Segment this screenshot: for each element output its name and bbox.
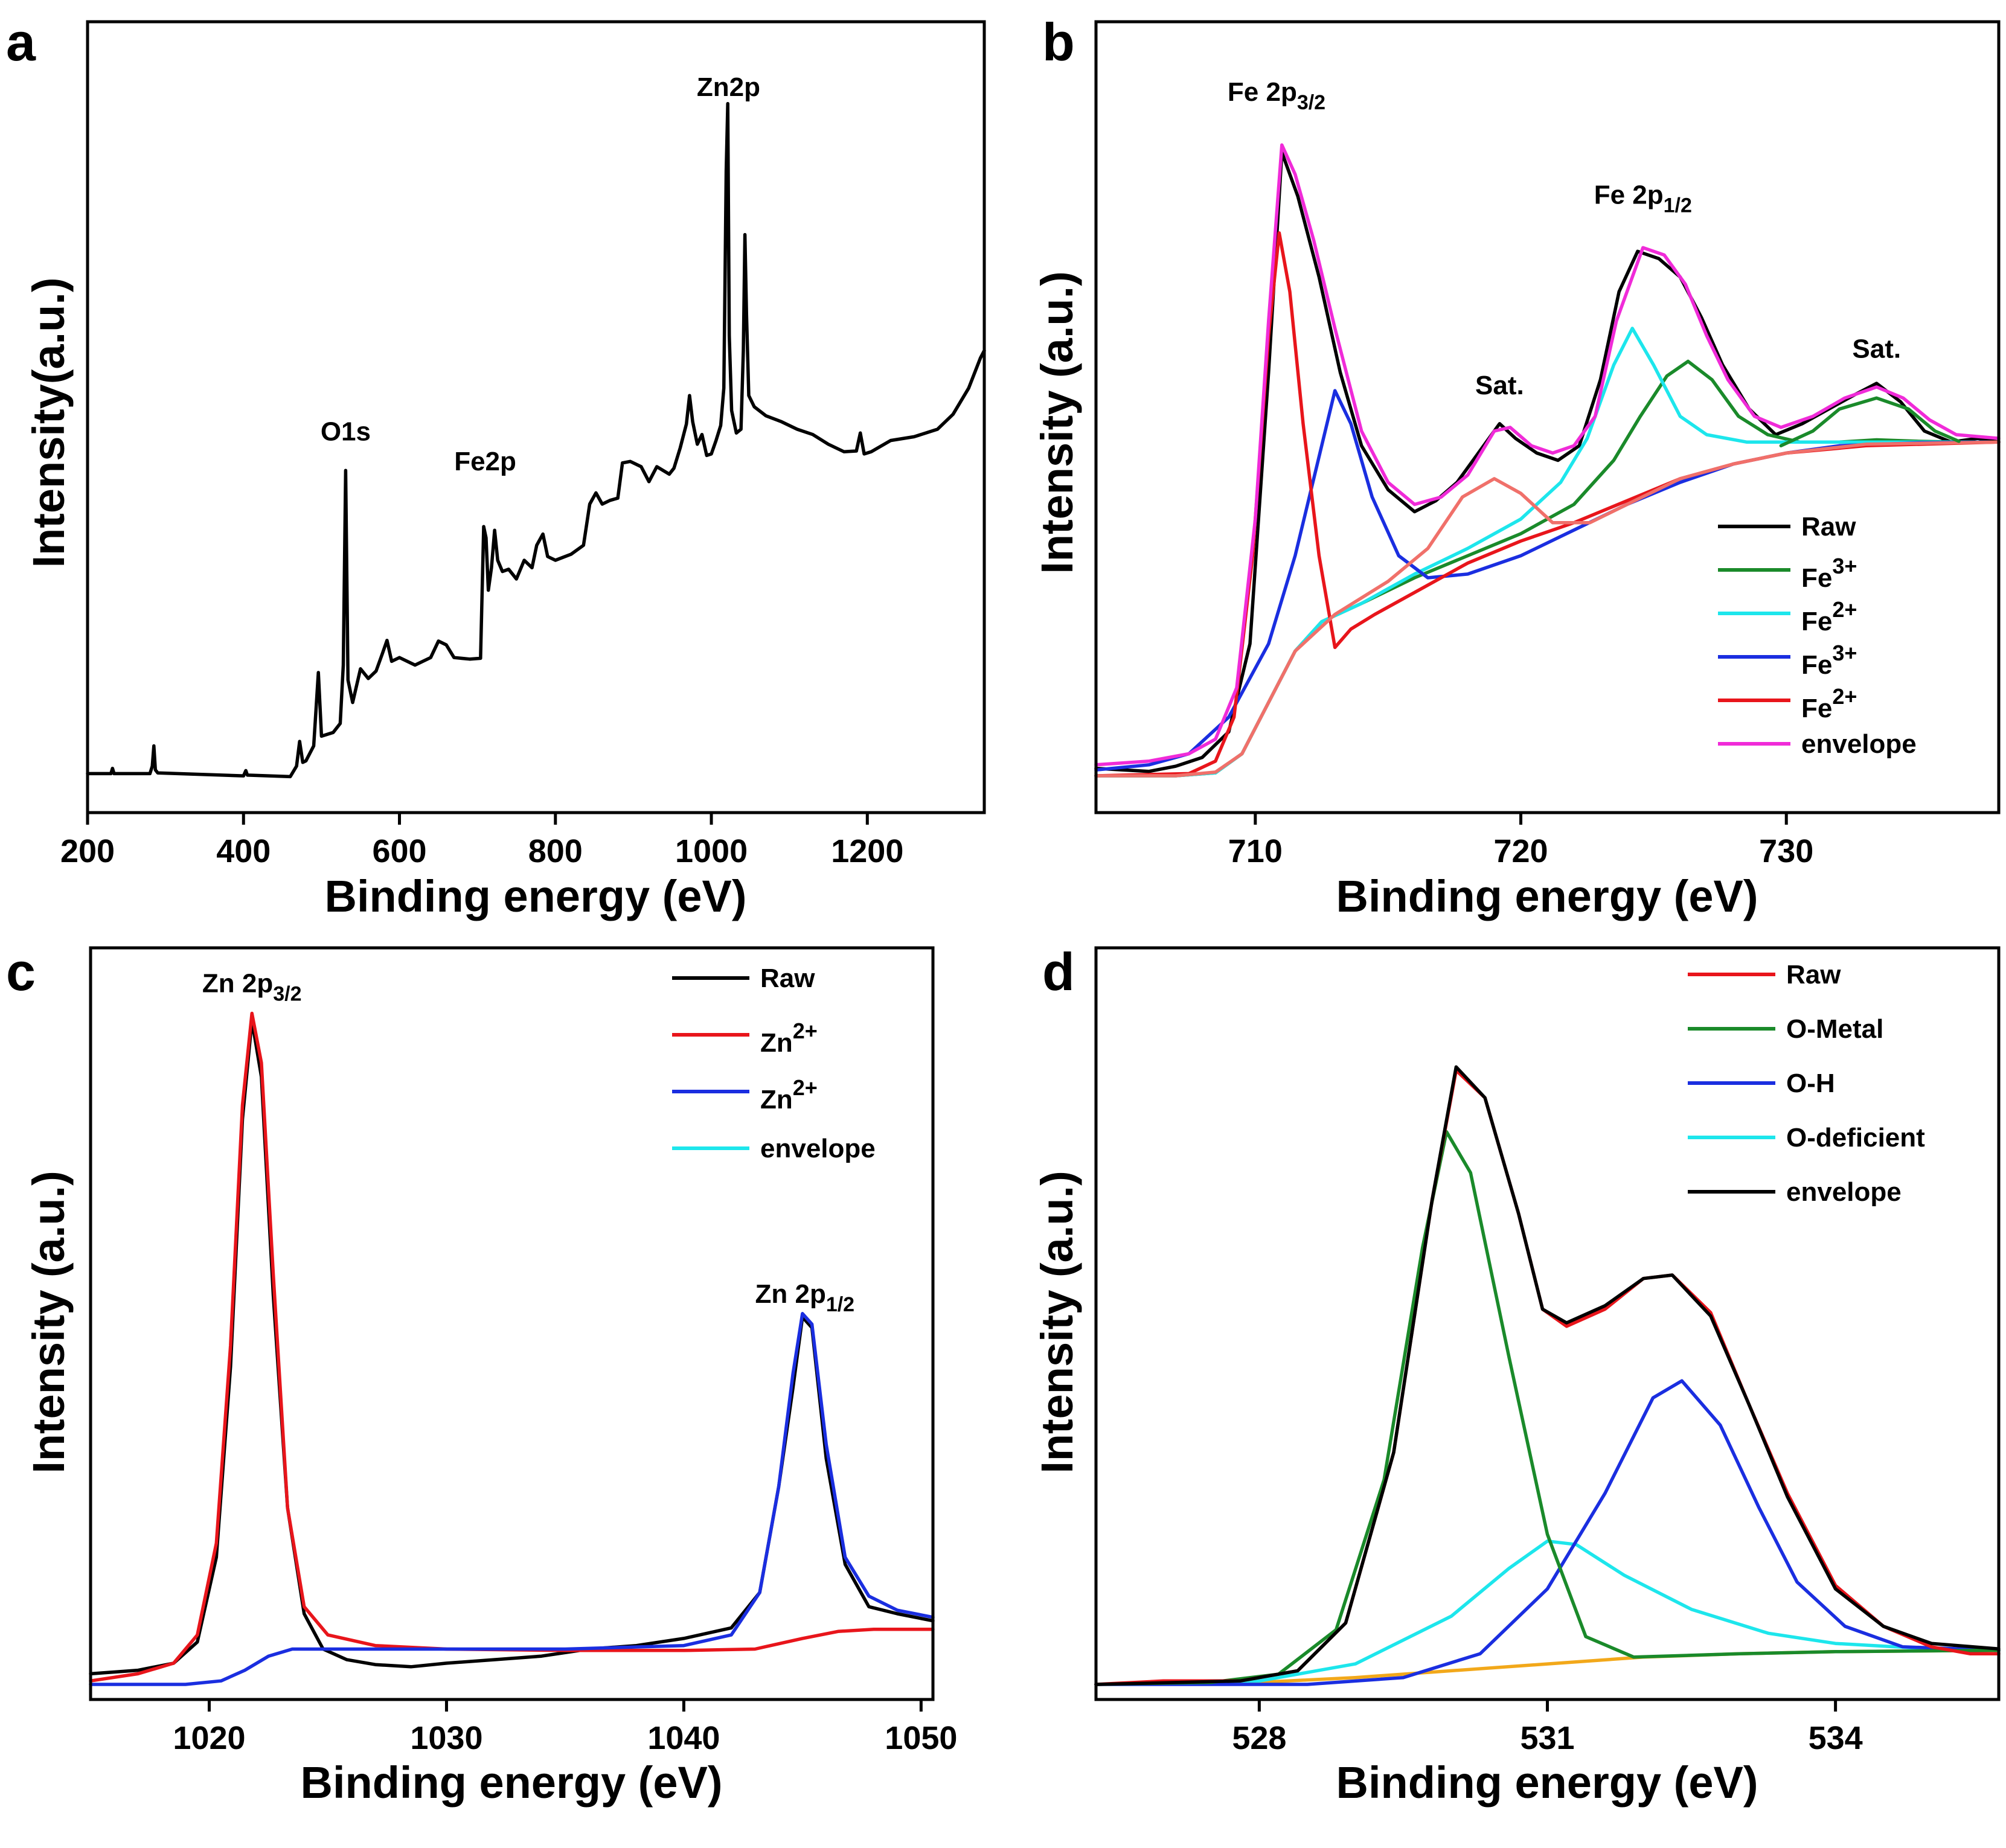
panel-c-xlabel: Binding energy (eV) <box>301 1757 723 1808</box>
panel-c-legend-label: Zn2+ <box>760 1018 818 1058</box>
panel-b: b 710 720 730 Fe 2p3/2 Sat. Fe 2p1/2 Sat. Raw Fe… <box>1032 12 2001 921</box>
panel-b-legend-label: Fe2+ <box>1801 684 1857 723</box>
panel-d-letter: d <box>1042 942 1075 1002</box>
panel-b-legend-label: envelope <box>1801 729 1917 759</box>
panel-a-ylabel: Intensity(a.u.) <box>24 277 74 568</box>
panel-a-xtick-label: 200 <box>60 833 115 869</box>
panel-b-legend-label: Fe3+ <box>1801 554 1857 593</box>
panel-b-peak-label: Sat. <box>1475 371 1524 400</box>
panel-a-xtick-label: 1200 <box>831 833 903 869</box>
panel-d-legend-label: Raw <box>1786 960 1841 990</box>
panel-a: a 200 400 600 800 1000 1200 O1s Fe2p Zn2p Bindin… <box>6 12 986 921</box>
panel-a-xtick-label: 600 <box>372 833 426 869</box>
panel-d-legend-label: envelope <box>1786 1177 1902 1207</box>
panel-a-series-survey <box>86 101 986 779</box>
panel-a-letter: a <box>6 12 36 72</box>
panel-d-legend-label: O-deficient <box>1786 1123 1925 1153</box>
panel-c-peak-label: Zn 2p1/2 <box>755 1279 855 1316</box>
panel-b-series-fe2-fe-2p3-2 <box>1094 231 2001 778</box>
panel-c-peak-label: Zn 2p3/2 <box>202 968 302 1005</box>
panel-c-series-zn2-2p1-2 <box>89 1312 935 1686</box>
panel-c-ylabel: Intensity (a.u.) <box>24 1171 74 1474</box>
panel-c-xtick-label: 1030 <box>410 1720 482 1756</box>
panel-d-legend-label: O-H <box>1786 1069 1835 1098</box>
panel-c-series-zn2-2p3-2 <box>89 1011 935 1683</box>
panel-c-xtick-label: 1020 <box>173 1720 245 1756</box>
panel-d-legend-label: O-Metal <box>1786 1014 1883 1044</box>
panel-b-series-sat <box>1094 440 2001 778</box>
panel-b-xtick-label: 720 <box>1493 833 1548 869</box>
panel-b-frame <box>1094 20 2001 814</box>
panel-b-legend-label: Fe2+ <box>1801 597 1857 636</box>
panel-d-series-envelope <box>1094 1065 2001 1686</box>
panel-b-series-envelope <box>1094 143 2001 767</box>
panel-d-series-o-deficient <box>1094 1539 2001 1686</box>
panel-c-xtick-label: 1040 <box>647 1720 720 1756</box>
panel-c-letter: c <box>6 942 36 1002</box>
panel-d-series-raw <box>1094 1069 2001 1686</box>
panel-a-xtick-label: 400 <box>216 833 271 869</box>
panel-a-xtick-label: 1000 <box>675 833 748 869</box>
panel-b-peak-label: Fe 2p3/2 <box>1228 77 1325 114</box>
panel-b-legend-label: Fe3+ <box>1801 641 1857 680</box>
panel-c-xtick-label: 1050 <box>885 1720 957 1756</box>
panel-c-legend-label: Raw <box>760 964 815 993</box>
panel-c-legend-label: Zn2+ <box>760 1075 818 1114</box>
panel-b-ylabel: Intensity (a.u.) <box>1032 271 1082 574</box>
panel-b-letter: b <box>1042 12 1075 72</box>
panel-b-series-raw <box>1094 150 2001 773</box>
panel-a-xtick-label: 800 <box>528 833 583 869</box>
panel-b-series-sat-2p1-2 <box>1779 396 1961 448</box>
panel-c-legend-label: envelope <box>760 1134 876 1163</box>
panel-a-xlabel: Binding energy (eV) <box>325 871 747 921</box>
panel-a-peak-label: O1s <box>321 417 371 447</box>
panel-d-series-o-metal <box>1094 1130 2001 1686</box>
panel-d-xtick-label: 534 <box>1809 1720 1863 1756</box>
panel-d-series-o-h <box>1094 1379 2001 1686</box>
panel-d: d 528 531 534 Raw O-Metal O-H O-deficient envel… <box>1032 942 2001 1808</box>
panel-d-ylabel: Intensity (a.u.) <box>1032 1171 1082 1474</box>
panel-d-frame <box>1094 946 2001 1701</box>
panel-d-xtick-label: 531 <box>1520 1720 1574 1756</box>
panel-a-frame <box>86 20 986 814</box>
panel-b-legend-label: Raw <box>1801 512 1856 542</box>
panel-b-xlabel: Binding energy (eV) <box>1336 871 1758 921</box>
panel-b-xtick-label: 710 <box>1228 833 1283 869</box>
panel-b-peak-label: Sat. <box>1852 334 1901 363</box>
panel-b-series-fe2-fe-2p1-2 <box>1094 327 2001 778</box>
panel-c: c 1020 1030 1040 1050 Zn 2p3/2 Zn 2p1/2 Raw Zn2… <box>6 942 957 1808</box>
panel-a-peak-label: Zn2p <box>697 72 760 102</box>
panel-b-peak-label: Fe 2p1/2 <box>1594 180 1692 217</box>
panel-d-xlabel: Binding energy (eV) <box>1336 1757 1758 1808</box>
panel-b-xtick-label: 730 <box>1759 833 1813 869</box>
panel-c-series-raw <box>89 1018 935 1676</box>
panel-a-peak-label: Fe2p <box>454 447 516 476</box>
panel-d-xtick-label: 528 <box>1232 1720 1286 1756</box>
panel-c-frame <box>89 946 935 1701</box>
